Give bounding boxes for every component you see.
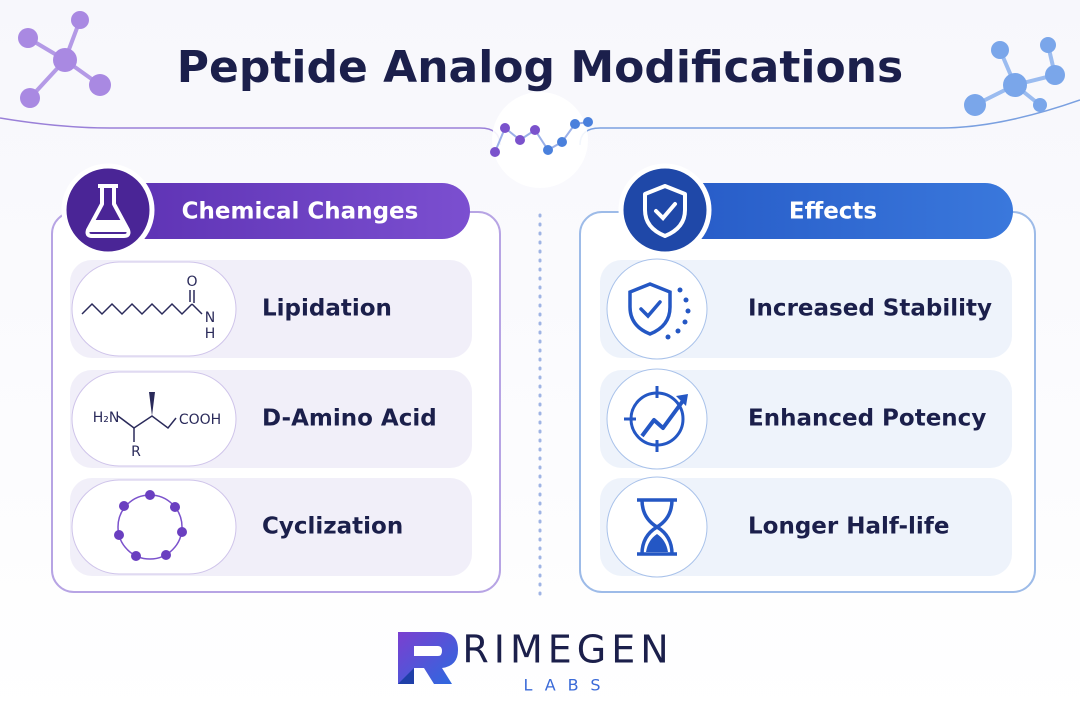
flask-icon (85, 184, 131, 238)
item: O N H Lipidation (70, 260, 472, 358)
panel-icon (618, 163, 712, 257)
atom-label: H₂N (93, 410, 120, 426)
logo (398, 632, 458, 684)
panel-header (625, 183, 1013, 239)
panel-header (80, 183, 470, 239)
atom-label: N (205, 310, 215, 326)
title: Peptide Analog Modifications (177, 42, 903, 93)
item-label: Cyclization (262, 514, 403, 540)
panel-title: Chemical Changes (182, 199, 419, 225)
item: H₂N COOH R D-Amino Acid (70, 370, 472, 468)
item: Enhanced Potency (600, 368, 1012, 470)
item-label: Enhanced Potency (748, 406, 986, 432)
brand: RIMEGEN (462, 628, 673, 672)
atom-label: R (131, 444, 141, 460)
check (654, 202, 677, 221)
item-label: Increased Stability (748, 296, 992, 322)
item: Cyclization (70, 478, 472, 576)
shield-icon (643, 184, 687, 238)
atom-label: O (186, 274, 197, 290)
item-label: Longer Half-life (748, 514, 949, 540)
decoration (0, 11, 1080, 600)
item: Longer Half-life (600, 476, 1012, 578)
subbrand: LABS (523, 676, 612, 695)
item: Increased Stability (600, 258, 1012, 360)
item-label: D-Amino Acid (262, 406, 437, 432)
panel-icon (61, 163, 155, 257)
atom-label: H (205, 326, 216, 342)
panel-title: Effects (789, 199, 877, 225)
flask-liquid (89, 220, 127, 232)
atom-label: COOH (179, 412, 221, 428)
item-label: Lipidation (262, 296, 392, 322)
